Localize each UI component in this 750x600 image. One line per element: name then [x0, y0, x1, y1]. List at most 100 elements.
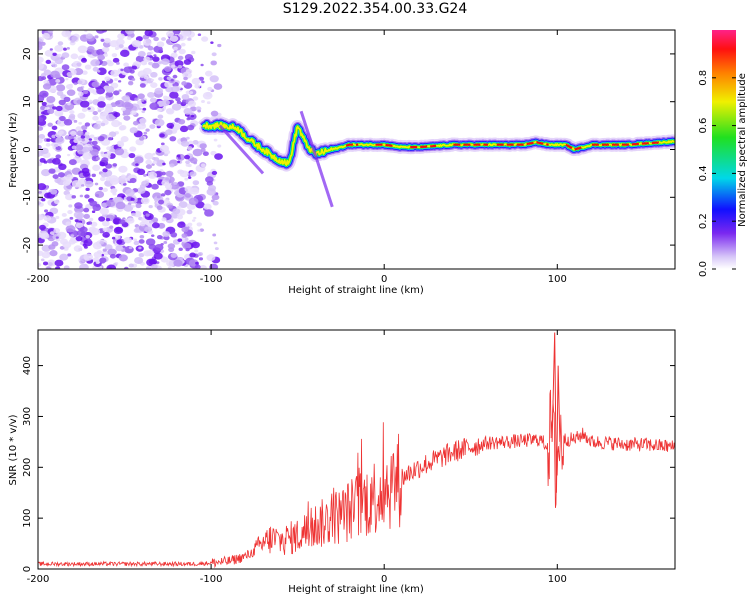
noise-blob [71, 36, 78, 42]
noise-blob [149, 58, 153, 61]
noise-blob [214, 153, 223, 160]
noise-blob [59, 253, 69, 261]
noise-blob [163, 241, 168, 244]
noise-blob [74, 202, 83, 209]
noise-blob [51, 63, 58, 68]
snr-y-label: SNR (10 * v/v) [8, 414, 19, 485]
noise-blob [87, 238, 92, 242]
noise-blob [42, 32, 50, 39]
noise-blob [183, 107, 193, 115]
noise-blob [115, 201, 126, 210]
noise-blob [211, 52, 217, 57]
noise-blob [138, 246, 142, 250]
noise-blob [65, 77, 69, 81]
noise-blob [126, 217, 135, 224]
noise-blob [151, 183, 159, 190]
noise-blob [168, 99, 175, 104]
noise-blob [154, 243, 164, 251]
noise-blob [96, 88, 104, 95]
noise-blob [213, 83, 223, 90]
noise-blob [55, 145, 62, 151]
noise-blob [185, 163, 191, 167]
noise-blob [197, 33, 202, 36]
noise-blob [69, 110, 75, 115]
noise-blob [81, 138, 85, 142]
noise-blob [183, 76, 188, 81]
noise-blob [71, 195, 77, 199]
noise-blob [171, 85, 180, 93]
noise-blob [112, 218, 122, 225]
y-tick-label: 300 [22, 407, 33, 426]
spectrogram-y-ticks: -20 -10 0 10 20 [22, 48, 675, 253]
noise-blob [81, 107, 88, 113]
noise-blob [51, 157, 61, 165]
noise-blob [166, 122, 175, 129]
noise-blob [80, 231, 87, 237]
noise-blob [194, 83, 201, 89]
noise-blob [172, 30, 181, 35]
noise-blob [192, 140, 199, 145]
noise-blob [71, 180, 82, 188]
x-tick-label: -100 [200, 274, 223, 285]
noise-blob [123, 266, 129, 269]
noise-blob [187, 146, 193, 151]
noise-blob [117, 141, 125, 148]
noise-blob [151, 234, 155, 237]
noise-blob [92, 115, 99, 121]
noise-blob [190, 114, 195, 118]
noise-blob [93, 123, 101, 130]
noise-blob [109, 225, 114, 229]
noise-blob [173, 50, 177, 53]
noise-blob [197, 109, 201, 113]
noise-blob [105, 199, 116, 208]
noise-blob [82, 171, 91, 177]
noise-blob [158, 61, 162, 64]
noise-blob [210, 110, 219, 117]
noise-blob [43, 215, 52, 222]
noise-blob [77, 150, 83, 155]
noise-blob [38, 62, 44, 70]
noise-blob [123, 115, 131, 121]
noise-blob [177, 205, 181, 209]
noise-blob [126, 36, 132, 40]
noise-blob [213, 138, 218, 142]
noise-blob [38, 115, 42, 121]
noise-blob [114, 148, 125, 156]
noise-blob [63, 96, 71, 103]
noise-blob [99, 240, 105, 245]
noise-blob [148, 204, 153, 209]
noise-blob [152, 160, 158, 165]
noise-blob [96, 30, 106, 34]
noise-blob [79, 226, 88, 233]
noise-blob [177, 55, 184, 61]
noise-blob [140, 60, 147, 66]
noise-blob [186, 209, 193, 215]
noise-blob [43, 69, 52, 76]
noise-blob [206, 254, 216, 262]
noise-blob [55, 266, 61, 269]
noise-blob [92, 257, 100, 262]
signal-peak-segment [565, 143, 584, 151]
noise-blob [62, 241, 72, 249]
noise-blob [130, 110, 137, 116]
noise-blob [105, 218, 111, 222]
noise-blob [151, 264, 158, 269]
noise-blob [158, 199, 165, 205]
noise-blob [170, 52, 178, 58]
noise-blob [54, 44, 64, 52]
noise-blob [152, 56, 160, 62]
noise-blob [91, 140, 98, 146]
noise-blob [38, 183, 47, 191]
noise-blob [145, 128, 150, 132]
noise-blob [205, 91, 212, 97]
noise-blob [115, 38, 125, 46]
noise-blob [139, 83, 146, 88]
noise-blob [110, 69, 120, 77]
noise-blob [105, 103, 112, 109]
noise-blob [93, 251, 102, 258]
noise-blob [56, 90, 64, 96]
colorbar-tick-label: 0.4 [698, 165, 709, 181]
noise-blob [178, 201, 188, 209]
noise-blob [128, 246, 133, 250]
noise-blob [46, 96, 56, 104]
